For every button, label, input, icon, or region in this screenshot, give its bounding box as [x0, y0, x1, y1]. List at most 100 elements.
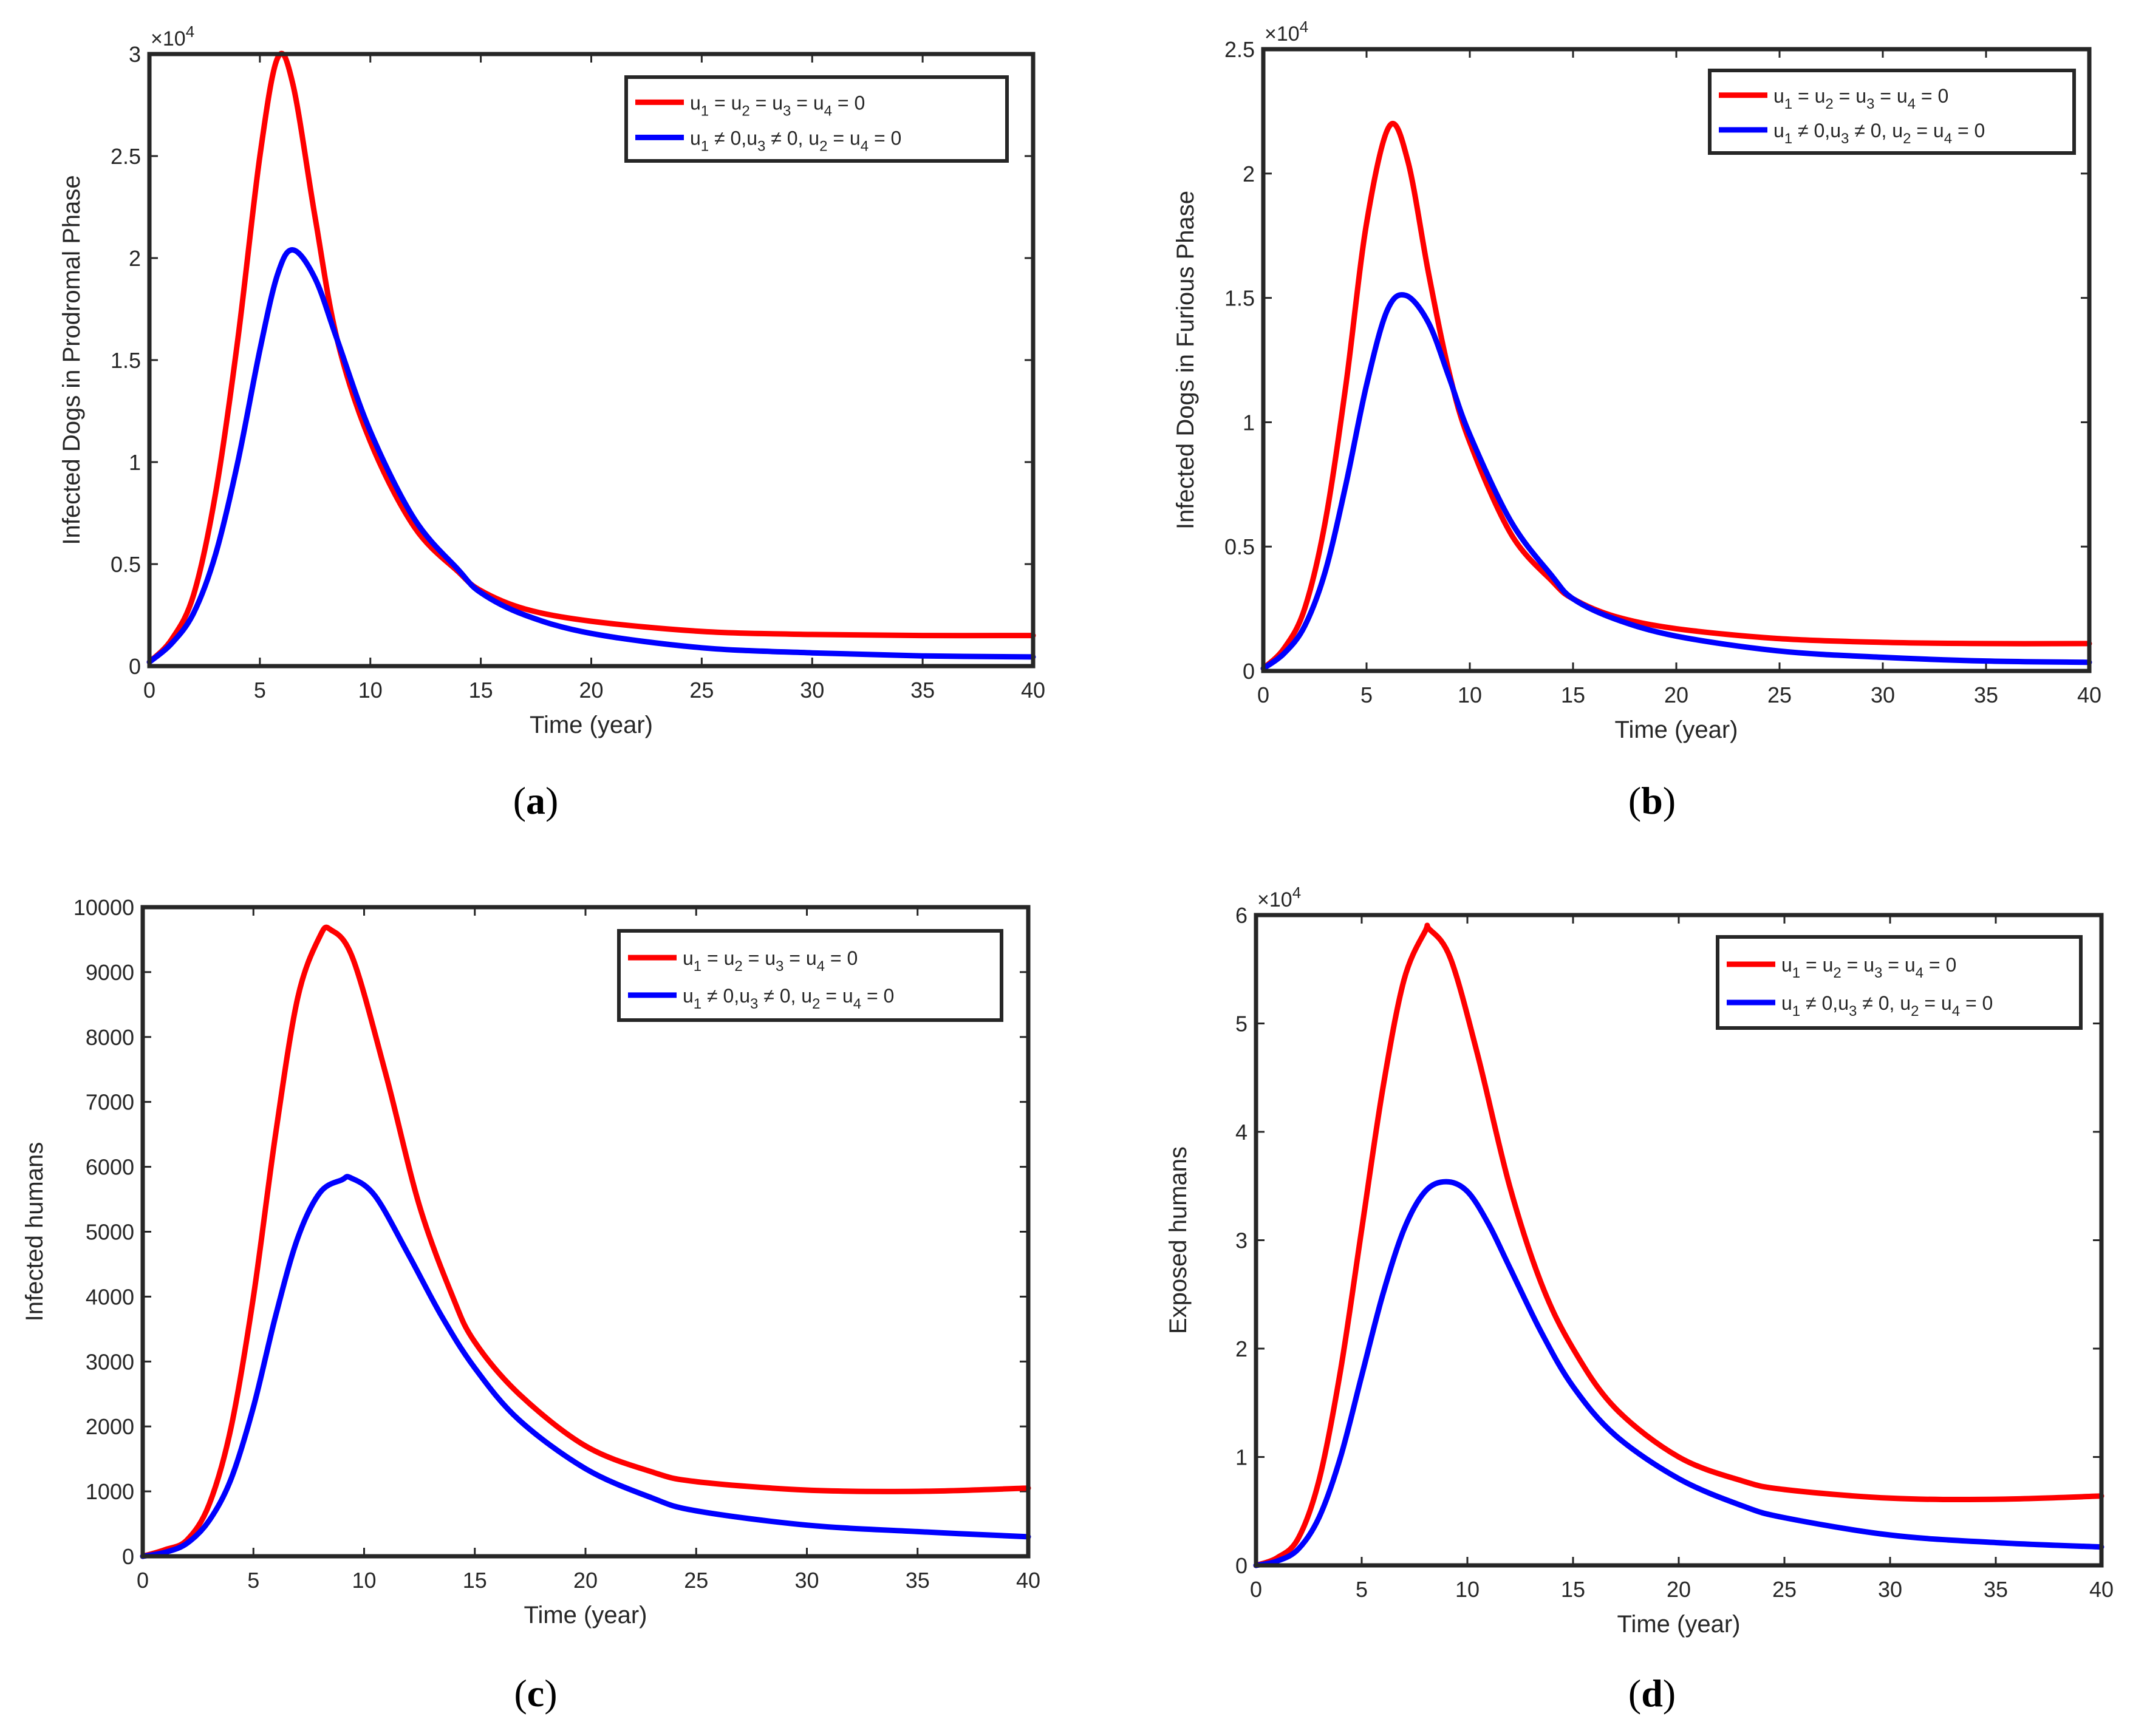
legend-operator: ≠ 0,: [1792, 120, 1830, 141]
legend-operator: =: [1792, 85, 1814, 107]
x-tick-label: 25: [689, 678, 714, 703]
y-tick-label: 6000: [86, 1155, 134, 1180]
legend-symbol: u: [1900, 992, 1911, 1014]
legend-symbol: u: [1838, 992, 1849, 1014]
legend-subscript: 1: [1792, 965, 1800, 981]
legend-operator: =: [1874, 85, 1896, 107]
y-tick-label: 0.5: [1224, 534, 1255, 559]
y-tick-label: 1.5: [1224, 286, 1255, 311]
chart-panel-c: 0 5 10 15 20 25 30 35 40 0 1000 2000 3000 4000 5000 600…: [21, 895, 1040, 1715]
legend-operator: = 0: [1952, 120, 1985, 141]
y-axis-label: Infected humans: [21, 1142, 48, 1322]
legend-operator: = 0: [1960, 992, 1993, 1014]
legend-entry-text: u1 = u2 = u3 = u4 = 0: [683, 947, 858, 975]
legend-operator: = 0: [869, 127, 901, 149]
panel-label-open: (: [514, 1672, 527, 1715]
legend-symbol: u: [1773, 85, 1784, 107]
legend-subscript: 3: [776, 958, 783, 975]
x-tick-label: 30: [800, 678, 824, 703]
legend-symbol: u: [772, 92, 783, 114]
legend-subscript: 2: [1903, 131, 1911, 147]
y-exponent-power: 4: [1292, 883, 1301, 902]
y-exponent-base: ×10: [1257, 888, 1292, 911]
legend-operator: =: [820, 985, 842, 1007]
legend-operator: =: [1800, 954, 1822, 976]
panel-label-close: ): [544, 1672, 557, 1715]
series-line-with-control: [1260, 291, 2092, 672]
plot-frame: [147, 52, 1036, 669]
y-tick-label: 1: [1235, 1445, 1248, 1470]
y-tick-label: 2.5: [1224, 37, 1255, 62]
legend-symbol: u: [739, 985, 750, 1007]
y-tick-label: 2000: [86, 1414, 134, 1439]
x-tick-label: 20: [1667, 1577, 1691, 1602]
legend-symbol: u: [806, 947, 817, 969]
legend-entry-text: u1 = u2 = u3 = u4 = 0: [1781, 954, 1956, 981]
legend: u1 = u2 = u3 = u4 = 0u1 ≠ 0,u3 ≠ 0, u2 =…: [617, 929, 1003, 1022]
x-tick-label: 15: [463, 1568, 487, 1593]
plot-frame: [1261, 47, 2092, 673]
y-exponent-power: 4: [1300, 18, 1308, 36]
legend-symbol: u: [683, 985, 694, 1007]
legend-subscript: 4: [853, 996, 861, 1012]
legend-box: [624, 75, 1009, 163]
legend-subscript: 3: [783, 103, 791, 119]
x-axis-label: Time (year): [1617, 1611, 1741, 1638]
x-axis-label: Time (year): [524, 1602, 647, 1629]
y-tick-label: 5000: [86, 1220, 134, 1245]
x-tick-label: 30: [794, 1568, 819, 1593]
x-tick-label: 15: [1561, 1577, 1585, 1602]
plot-frame: [140, 905, 1031, 1559]
legend-box: [617, 929, 1003, 1022]
legend-subscript: 3: [757, 138, 765, 154]
legend-subscript: 1: [1784, 131, 1792, 147]
legend-symbol: u: [842, 985, 853, 1007]
series-line-with-control: [140, 1174, 1031, 1559]
legend-subscript: 3: [1841, 131, 1849, 147]
legend-symbol: u: [813, 92, 824, 114]
legend-subscript: 4: [817, 958, 825, 975]
legend-symbol: u: [850, 127, 861, 149]
legend-symbol: u: [690, 127, 701, 149]
y-exponent-power: 4: [186, 22, 194, 41]
legend-symbol: u: [1863, 954, 1874, 976]
y-axis-label: Infected Dogs in Prodromal Phase: [58, 175, 85, 545]
x-tick-label: 15: [469, 678, 493, 703]
x-tick-label: 35: [1974, 682, 1998, 707]
x-tick-label: 35: [910, 678, 935, 703]
legend-symbol: u: [1941, 992, 1952, 1014]
legend: u1 = u2 = u3 = u4 = 0u1 ≠ 0,u3 ≠ 0, u2 =…: [1716, 935, 2083, 1030]
legend-operator: =: [783, 947, 805, 969]
x-tick-label: 20: [1664, 682, 1688, 707]
y-exponent-label: ×104: [1265, 18, 1308, 46]
x-tick-label: 35: [906, 1568, 930, 1593]
legend: u1 = u2 = u3 = u4 = 0u1 ≠ 0,u3 ≠ 0, u2 =…: [1708, 69, 2076, 155]
y-tick-label: 1: [129, 450, 141, 475]
x-tick-label: 40: [1021, 678, 1045, 703]
x-tick-label: 0: [143, 678, 155, 703]
legend-subscript: 3: [750, 996, 758, 1012]
y-tick-label: 0: [1243, 659, 1255, 684]
y-tick-label: 2: [1235, 1336, 1248, 1361]
panel-label-close: ): [545, 779, 558, 822]
legend-subscript: 4: [1908, 96, 1916, 112]
x-tick-label: 10: [1455, 1577, 1480, 1602]
x-tick-label: 20: [579, 678, 603, 703]
x-tick-label: 0: [1257, 682, 1269, 707]
y-axis-label: Infected Dogs in Furious Phase: [1172, 191, 1199, 529]
series-line-no-control: [1253, 922, 2104, 1568]
legend-subscript: 4: [1916, 965, 1923, 981]
legend-operator: =: [750, 92, 772, 114]
legend-symbol: u: [765, 947, 776, 969]
legend-subscript: 3: [1866, 96, 1874, 112]
legend-operator: =: [1842, 954, 1863, 976]
y-tick-label: 1.5: [111, 348, 141, 373]
legend-operator: =: [827, 127, 849, 149]
y-tick-label: 1: [1243, 410, 1255, 435]
y-tick-label: 7000: [86, 1090, 134, 1115]
legend-symbol: u: [1897, 85, 1908, 107]
legend-subscript: 4: [861, 138, 869, 154]
x-tick-label: 30: [1871, 682, 1895, 707]
